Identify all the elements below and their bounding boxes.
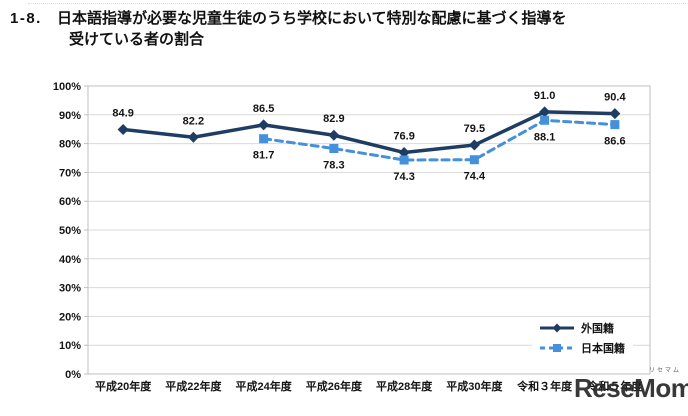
data-point-marker	[469, 155, 479, 165]
x-axis-label: 平成22年度	[165, 379, 222, 393]
data-point-label: 90.4	[604, 92, 626, 104]
data-point-label: 76.9	[393, 131, 414, 143]
y-axis-label: 10%	[59, 340, 81, 352]
title-line-1: 日本語指導が必要な児童生徒のうち学校において特別な配慮に基づく指導を	[57, 10, 567, 27]
data-point-marker	[258, 119, 270, 131]
data-point-marker	[328, 129, 340, 141]
x-axis-label: 平成20年度	[95, 379, 152, 393]
legend-item-foreign-nationality: 外国籍	[540, 320, 625, 336]
y-axis-label: 100%	[53, 81, 81, 93]
legend-line-sample-icon	[540, 323, 574, 333]
y-axis-label: 50%	[59, 225, 81, 237]
data-point-marker	[609, 108, 621, 120]
y-axis-label: 30%	[59, 283, 81, 295]
plot-border	[87, 85, 651, 375]
title-number: 1-8.	[10, 10, 42, 27]
data-point-marker	[329, 143, 339, 153]
legend-line-sample-icon	[540, 344, 574, 352]
legend-label: 外国籍	[581, 323, 614, 335]
x-axis-label: 令和３年度	[516, 379, 573, 393]
data-point-marker	[398, 147, 410, 159]
y-axis-label: 70%	[59, 167, 81, 179]
x-axis-label: 平成24年度	[236, 379, 293, 393]
chart-legend: 外国籍 日本国籍	[532, 317, 633, 360]
data-point-label: 91.0	[534, 90, 555, 102]
series-line-1	[262, 118, 617, 162]
y-axis-label: 40%	[59, 254, 81, 266]
x-axis-label: 平成26年度	[306, 379, 363, 393]
data-point-marker	[117, 123, 129, 135]
legend-label: 日本国籍	[581, 343, 625, 355]
chart-title: 1-8. 日本語指導が必要な児童生徒のうち学校において特別な配慮に基づく指導を …	[10, 8, 567, 50]
x-axis-label: 平成28年度	[376, 379, 433, 393]
data-point-marker	[539, 106, 551, 118]
data-point-label: 82.9	[323, 113, 344, 125]
data-point-label: 86.6	[604, 136, 625, 148]
watermark-ruby-text: リセマム	[648, 368, 681, 374]
data-point-label: 82.2	[183, 115, 204, 127]
data-point-marker	[468, 139, 480, 151]
resemom-watermark: リセマム ReseMom.	[574, 368, 688, 403]
watermark-logo-text: ReseMom.	[574, 373, 688, 403]
legend-item-japanese-nationality: 日本国籍	[540, 340, 625, 356]
y-axis-label: 20%	[59, 311, 81, 323]
x-axis-label: 令和５年度	[586, 379, 643, 393]
data-point-marker	[399, 155, 409, 165]
data-point-label: 81.7	[253, 150, 274, 162]
data-point-label: 74.3	[393, 171, 414, 183]
title-line-2: 受けている者の割合	[69, 31, 205, 48]
series-line-0	[121, 110, 617, 155]
data-point-label: 84.9	[112, 107, 133, 119]
y-axis-label: 60%	[59, 196, 81, 208]
y-axis-label: 0%	[65, 369, 81, 381]
legend-sample-marker	[552, 323, 562, 333]
data-point-marker	[540, 115, 550, 125]
title-text: 日本語指導が必要な児童生徒のうち学校において特別な配慮に基づく指導を 受けている…	[57, 8, 567, 50]
top-crop-artifact	[28, 3, 686, 4]
x-axis-label: 平成30年度	[446, 379, 503, 393]
data-point-label: 86.5	[253, 103, 274, 115]
data-point-marker	[259, 134, 269, 144]
data-point-label: 88.1	[534, 131, 555, 143]
data-point-label: 79.5	[464, 123, 485, 135]
data-point-label: 78.3	[323, 159, 344, 171]
data-point-marker	[187, 131, 199, 143]
legend-sample-marker	[553, 344, 561, 352]
y-axis-label: 90%	[59, 110, 81, 122]
y-axis-label: 80%	[59, 139, 81, 151]
data-point-marker	[610, 120, 620, 130]
data-point-label: 74.4	[464, 171, 486, 183]
